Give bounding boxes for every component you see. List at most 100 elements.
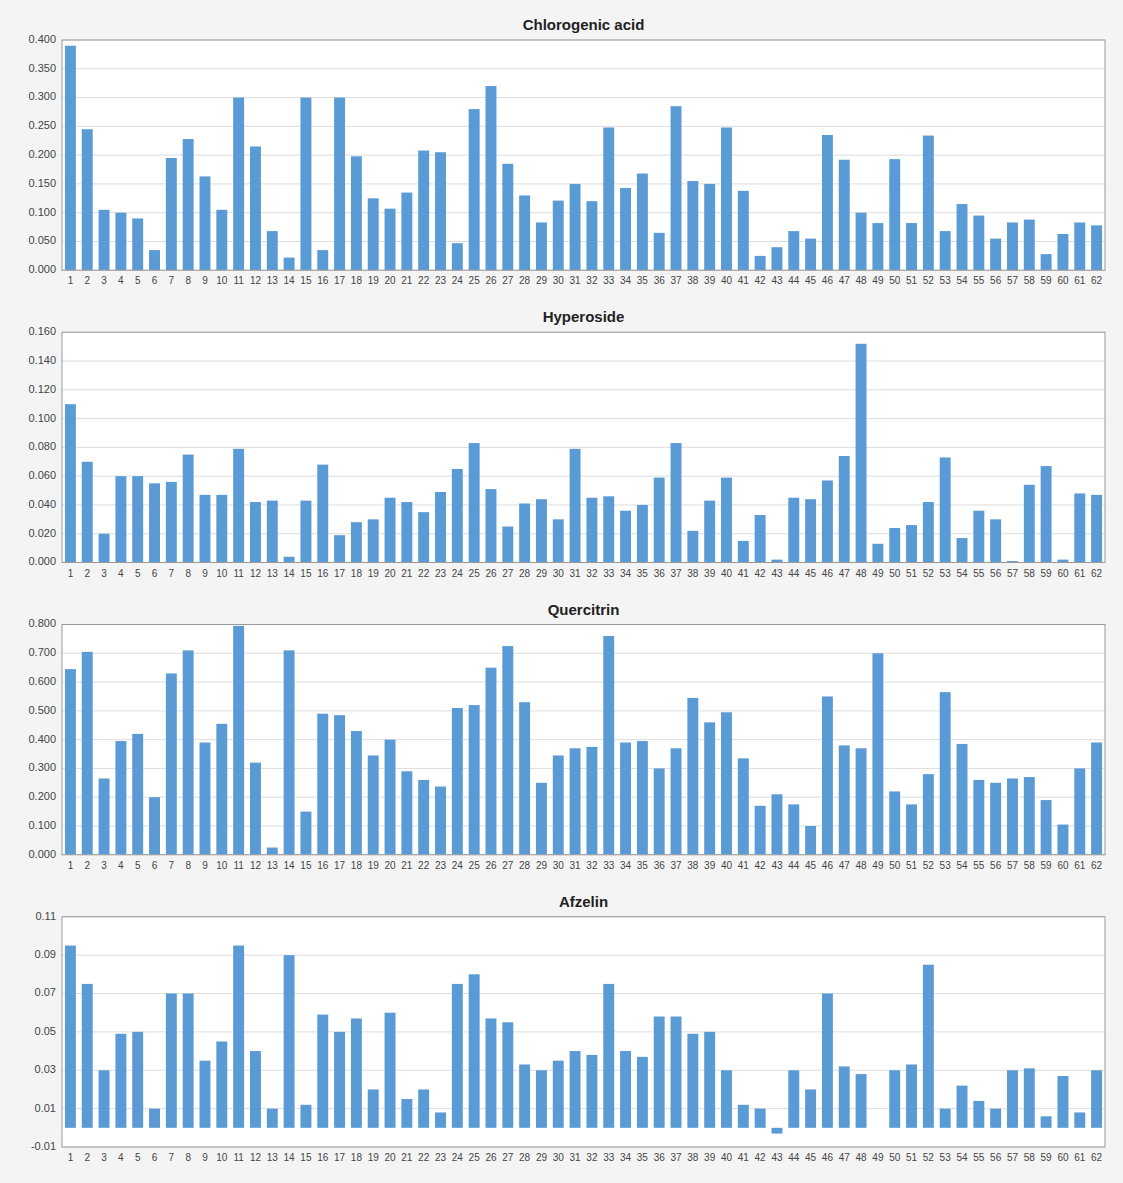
bar [923, 774, 934, 855]
grid-line [62, 682, 1105, 683]
bar [839, 1066, 850, 1127]
bar [115, 741, 126, 855]
x-tick-label: 37 [670, 275, 682, 286]
x-tick-label: 50 [889, 1152, 901, 1163]
x-tick-label: 10 [216, 568, 228, 579]
bar [671, 748, 682, 854]
y-tick-label: 0.700 [28, 646, 56, 658]
x-tick-label: 7 [169, 275, 175, 286]
x-tick-label: 4 [118, 860, 124, 871]
y-tick-label: 0.000 [28, 555, 56, 567]
bar [82, 462, 93, 563]
x-tick-label: 42 [755, 1152, 767, 1163]
x-tick-label: 3 [101, 275, 107, 286]
x-tick-label: 9 [202, 568, 208, 579]
x-tick-label: 3 [101, 1152, 107, 1163]
bar [822, 480, 833, 562]
x-tick-label: 56 [990, 275, 1002, 286]
bar [452, 984, 463, 1128]
bar [687, 698, 698, 855]
bar [889, 159, 900, 270]
bar [586, 1055, 597, 1128]
x-tick-label: 46 [822, 568, 834, 579]
x-tick-label: 17 [334, 568, 346, 579]
x-tick-label: 51 [906, 275, 918, 286]
bar [183, 650, 194, 854]
bar [620, 511, 631, 563]
x-tick-label: 56 [990, 1152, 1002, 1163]
bar [486, 1018, 497, 1127]
bar [1074, 1112, 1085, 1127]
x-tick-label: 14 [284, 860, 296, 871]
y-tick-label: 0.100 [28, 819, 56, 831]
plot-area [62, 40, 1105, 270]
x-tick-label: 39 [704, 860, 716, 871]
x-tick-label: 12 [250, 860, 262, 871]
bar [872, 653, 883, 854]
bar [132, 218, 143, 270]
x-tick-label: 50 [889, 568, 901, 579]
grid-line [62, 361, 1105, 362]
bar [973, 1101, 984, 1128]
bar [923, 136, 934, 271]
bar [233, 626, 244, 855]
x-tick-label: 35 [637, 1152, 649, 1163]
y-tick-label: 0.100 [28, 412, 56, 424]
x-tick-label: 20 [384, 275, 396, 286]
x-tick-label: 35 [637, 860, 649, 871]
x-tick-label: 44 [788, 1152, 800, 1163]
bar [839, 160, 850, 271]
y-tick-label: 0.250 [28, 119, 56, 131]
bar [385, 498, 396, 563]
x-tick-label: 50 [889, 860, 901, 871]
y-tick-label: 0.020 [28, 527, 56, 539]
bar [469, 705, 480, 855]
x-tick-label: 31 [570, 860, 582, 871]
bar [704, 1032, 715, 1128]
x-tick-label: 58 [1024, 275, 1036, 286]
x-tick-label: 59 [1041, 275, 1053, 286]
x-tick-label: 55 [973, 1152, 985, 1163]
x-tick-label: 51 [906, 860, 918, 871]
bar [990, 783, 1001, 855]
x-tick-label: 28 [519, 275, 531, 286]
x-tick-label: 55 [973, 275, 985, 286]
x-tick-label: 3 [101, 860, 107, 871]
x-tick-label: 18 [351, 1152, 363, 1163]
x-tick-label: 44 [788, 568, 800, 579]
plot-area [62, 917, 1105, 1147]
bar [166, 158, 177, 270]
bar [586, 201, 597, 270]
bar [469, 443, 480, 562]
bar [872, 223, 883, 270]
x-tick-label: 46 [822, 1152, 834, 1163]
x-tick-label: 6 [152, 1152, 158, 1163]
bar [1074, 768, 1085, 854]
bar [755, 806, 766, 855]
x-tick-label: 29 [536, 860, 548, 871]
bar [805, 826, 816, 855]
bar [216, 210, 227, 270]
x-tick-label: 23 [435, 860, 447, 871]
x-tick-label: 21 [401, 1152, 413, 1163]
x-tick-label: 15 [300, 1152, 312, 1163]
y-tick-label: 0.400 [28, 33, 56, 45]
bar [671, 443, 682, 562]
x-tick-label: 60 [1057, 568, 1069, 579]
x-tick-label: 49 [872, 568, 884, 579]
x-tick-label: 40 [721, 1152, 733, 1163]
x-tick-label: 30 [553, 275, 565, 286]
bar [654, 768, 665, 854]
x-tick-label: 39 [704, 1152, 716, 1163]
y-tick-label: 0.060 [28, 469, 56, 481]
y-tick-label: 0.400 [28, 733, 56, 745]
bar [267, 231, 278, 270]
bar [334, 98, 345, 271]
bar [284, 955, 295, 1128]
x-tick-label: 5 [135, 275, 141, 286]
bar [267, 848, 278, 855]
x-tick-label: 15 [300, 275, 312, 286]
x-tick-label: 24 [452, 1152, 464, 1163]
bar [317, 465, 328, 563]
bar [1024, 220, 1035, 271]
